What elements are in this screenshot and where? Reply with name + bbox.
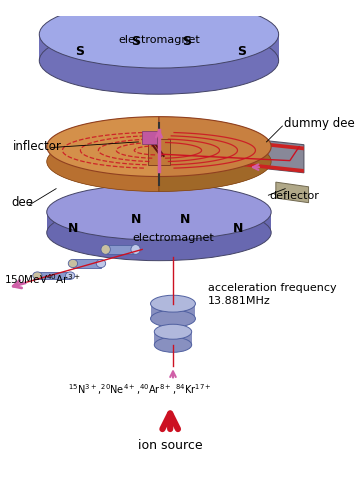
Polygon shape <box>47 117 159 191</box>
Text: dee: dee <box>11 196 33 209</box>
Text: S: S <box>237 45 246 57</box>
Text: $^{15}$N$^{3+}$,$^{20}$Ne$^{4+}$,$^{40}$Ar$^{8+}$,$^{84}$Kr$^{17+}$: $^{15}$N$^{3+}$,$^{20}$Ne$^{4+}$,$^{40}$… <box>68 383 212 397</box>
Ellipse shape <box>47 184 271 240</box>
Ellipse shape <box>66 272 75 279</box>
Polygon shape <box>154 332 192 345</box>
Polygon shape <box>47 117 159 176</box>
Polygon shape <box>73 259 101 268</box>
Polygon shape <box>47 212 271 233</box>
Text: S: S <box>182 35 191 48</box>
Text: N: N <box>68 222 78 235</box>
Ellipse shape <box>68 259 78 268</box>
Polygon shape <box>159 117 271 176</box>
Text: S: S <box>75 45 84 57</box>
Polygon shape <box>148 139 170 165</box>
Text: N: N <box>233 222 244 235</box>
Polygon shape <box>39 34 279 60</box>
Polygon shape <box>142 131 157 144</box>
Ellipse shape <box>131 244 140 255</box>
Polygon shape <box>151 304 195 319</box>
Polygon shape <box>276 182 309 203</box>
Polygon shape <box>234 137 304 173</box>
Ellipse shape <box>154 324 192 339</box>
Text: ion source: ion source <box>138 440 202 452</box>
Ellipse shape <box>47 205 271 261</box>
Text: acceleration frequency
13.881MHz: acceleration frequency 13.881MHz <box>207 283 336 306</box>
Ellipse shape <box>101 244 110 255</box>
Polygon shape <box>159 117 271 191</box>
Text: inflector: inflector <box>13 140 62 153</box>
Text: electromagnet: electromagnet <box>132 233 214 243</box>
Text: electromagnet: electromagnet <box>118 35 200 45</box>
Ellipse shape <box>151 295 195 312</box>
Ellipse shape <box>154 337 192 352</box>
Ellipse shape <box>96 259 106 268</box>
Ellipse shape <box>151 310 195 327</box>
Text: N: N <box>130 213 141 226</box>
Text: deflector: deflector <box>269 191 319 201</box>
Text: N: N <box>180 213 190 226</box>
Polygon shape <box>47 132 159 191</box>
Text: S: S <box>131 35 140 48</box>
Ellipse shape <box>33 272 42 279</box>
Ellipse shape <box>39 0 279 68</box>
Polygon shape <box>234 161 304 173</box>
Text: 150MeV$^{40}$Ar$^{3+}$: 150MeV$^{40}$Ar$^{3+}$ <box>4 272 80 286</box>
Polygon shape <box>106 244 135 255</box>
Text: dummy dee: dummy dee <box>284 117 355 130</box>
Polygon shape <box>159 132 271 191</box>
Ellipse shape <box>39 27 279 94</box>
Polygon shape <box>234 139 304 150</box>
Polygon shape <box>37 272 70 279</box>
